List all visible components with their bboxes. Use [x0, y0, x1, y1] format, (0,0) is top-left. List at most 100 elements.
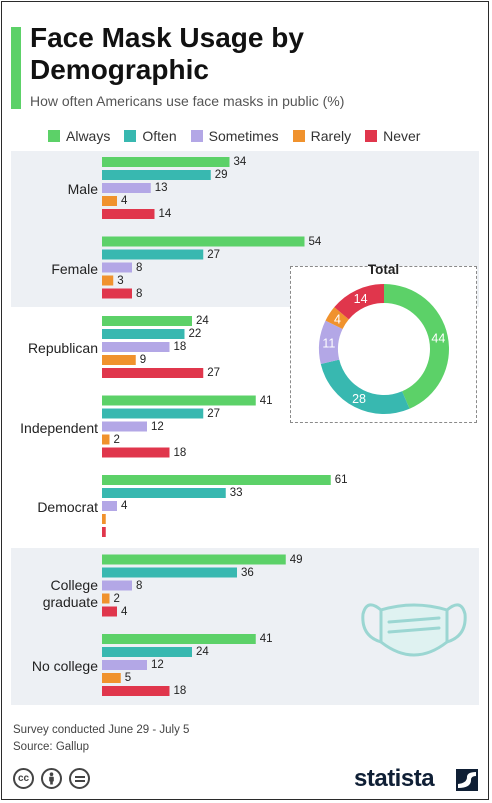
bar-college-graduate-often — [102, 567, 237, 578]
bar-value-label: 34 — [233, 156, 247, 168]
bar-independent-never — [102, 447, 170, 458]
category-label-independent: Independent — [20, 419, 98, 436]
bar-male-sometimes — [102, 183, 151, 193]
bar-value-label: 2 — [113, 592, 120, 605]
category-label-republican: Republican — [27, 340, 98, 356]
bar-value-label: 61 — [334, 474, 348, 486]
bar-value-label: 12 — [151, 420, 164, 433]
bar-value-label: 14 — [158, 208, 172, 220]
bar-value-label: 41 — [259, 633, 273, 645]
bar-value-label: 4 — [121, 500, 128, 512]
legend-label: Sometimes — [208, 128, 279, 144]
face-mask-icon — [361, 603, 467, 657]
bar-no-college-rarely — [102, 673, 121, 683]
by-icon[interactable] — [41, 768, 62, 789]
category-label-no-college: No college — [31, 658, 98, 674]
brand-name: statista — [354, 765, 435, 792]
statista-logo[interactable]: statista — [354, 765, 435, 793]
bar-value-label: 54 — [308, 235, 322, 248]
legend-swatch — [124, 130, 137, 142]
bar-value-label: 8 — [136, 579, 143, 592]
bar-democrat-often — [102, 488, 226, 498]
legend-swatch — [48, 130, 60, 142]
category-label-democrat: Democrat — [37, 499, 98, 515]
bar-male-often — [102, 170, 211, 180]
bar-female-rarely — [102, 275, 114, 286]
bar-female-never — [102, 288, 132, 299]
bar-male-rarely — [102, 196, 117, 206]
bar-value-label: 18 — [173, 341, 187, 353]
survey-note: Survey conducted June 29 - July 5 — [13, 724, 190, 736]
bar-democrat-never — [102, 527, 106, 537]
bar-republican-sometimes — [102, 342, 170, 352]
donut-title: Total — [367, 262, 400, 277]
bar-independent-rarely — [102, 434, 110, 445]
legend-label: Rarely — [310, 128, 352, 144]
bar-value-label: 22 — [188, 328, 202, 340]
bar-college-graduate-always — [102, 554, 286, 565]
cc-icon[interactable]: cc — [13, 768, 34, 789]
bar-value-label: 4 — [121, 195, 128, 207]
bar-college-graduate-sometimes — [102, 580, 132, 591]
bar-value-label: 12 — [151, 659, 164, 671]
bar-no-college-sometimes — [102, 660, 147, 670]
bar-value-label: 27 — [207, 407, 221, 420]
bar-value-label: 8 — [136, 287, 143, 300]
legend-label: Never — [383, 128, 421, 144]
bar-value-label: 2 — [113, 433, 120, 446]
bar-republican-never — [102, 368, 204, 378]
category-label-female: Female — [51, 260, 98, 277]
bar-value-label: 29 — [214, 169, 228, 181]
legend-swatch — [292, 130, 305, 142]
bar-no-college-always — [102, 634, 256, 644]
bar-value-label: 24 — [196, 646, 209, 658]
bar-independent-often — [102, 408, 204, 419]
bar-democrat-sometimes — [102, 501, 117, 511]
bar-female-often — [102, 249, 204, 260]
bar-value-label: 8 — [136, 261, 143, 274]
legend-label: Always — [66, 128, 111, 144]
legend: Always Often Sometimes Rarely Never — [48, 127, 434, 145]
chart-subtitle: How often Americans use face masks in pu… — [30, 93, 345, 109]
bar-no-college-never — [102, 686, 170, 696]
bar-male-never — [102, 209, 155, 219]
total-donut-panel — [290, 266, 477, 423]
bar-female-always — [102, 236, 305, 247]
legend-item-never: Never — [365, 128, 420, 144]
bar-male-always — [102, 157, 230, 167]
legend-label: Often — [142, 128, 177, 144]
bar-republican-often — [102, 329, 185, 339]
bar-value-label: 41 — [259, 394, 273, 407]
bar-value-label: 49 — [289, 553, 303, 566]
bar-value-label: 36 — [241, 566, 254, 579]
bar-value-label: 3 — [117, 274, 124, 287]
bar-value-label: 18 — [173, 446, 187, 459]
bar-independent-always — [102, 395, 256, 406]
legend-swatch — [190, 130, 203, 142]
legend-item-always: Always — [48, 128, 110, 144]
bar-independent-sometimes — [102, 421, 147, 432]
bar-republican-rarely — [102, 355, 136, 365]
bar-value-label: 33 — [229, 487, 243, 499]
legend-swatch — [365, 130, 378, 142]
legend-item-rarely: Rarely — [292, 128, 352, 144]
bar-democrat-rarely — [102, 514, 106, 524]
bar-value-label: 5 — [124, 672, 132, 684]
bar-college-graduate-never — [102, 606, 117, 617]
bar-college-graduate-rarely — [102, 593, 110, 604]
bar-value-label: 4 — [121, 605, 128, 618]
category-label-male: Male — [67, 181, 98, 197]
legend-item-often: Often — [124, 128, 177, 144]
legend-item-sometimes: Sometimes — [190, 128, 279, 144]
nd-icon[interactable] — [69, 768, 90, 789]
chart-title: Face Mask Usage by Demographic — [30, 22, 304, 85]
statista-logo-icon — [456, 769, 478, 791]
category-label-college-graduate: College graduate — [42, 576, 98, 610]
bar-value-label: 18 — [173, 685, 187, 697]
bar-republican-always — [102, 316, 192, 326]
bar-female-sometimes — [102, 262, 132, 273]
source-note: Source: Gallup — [13, 741, 90, 753]
bar-democrat-always — [102, 475, 331, 485]
